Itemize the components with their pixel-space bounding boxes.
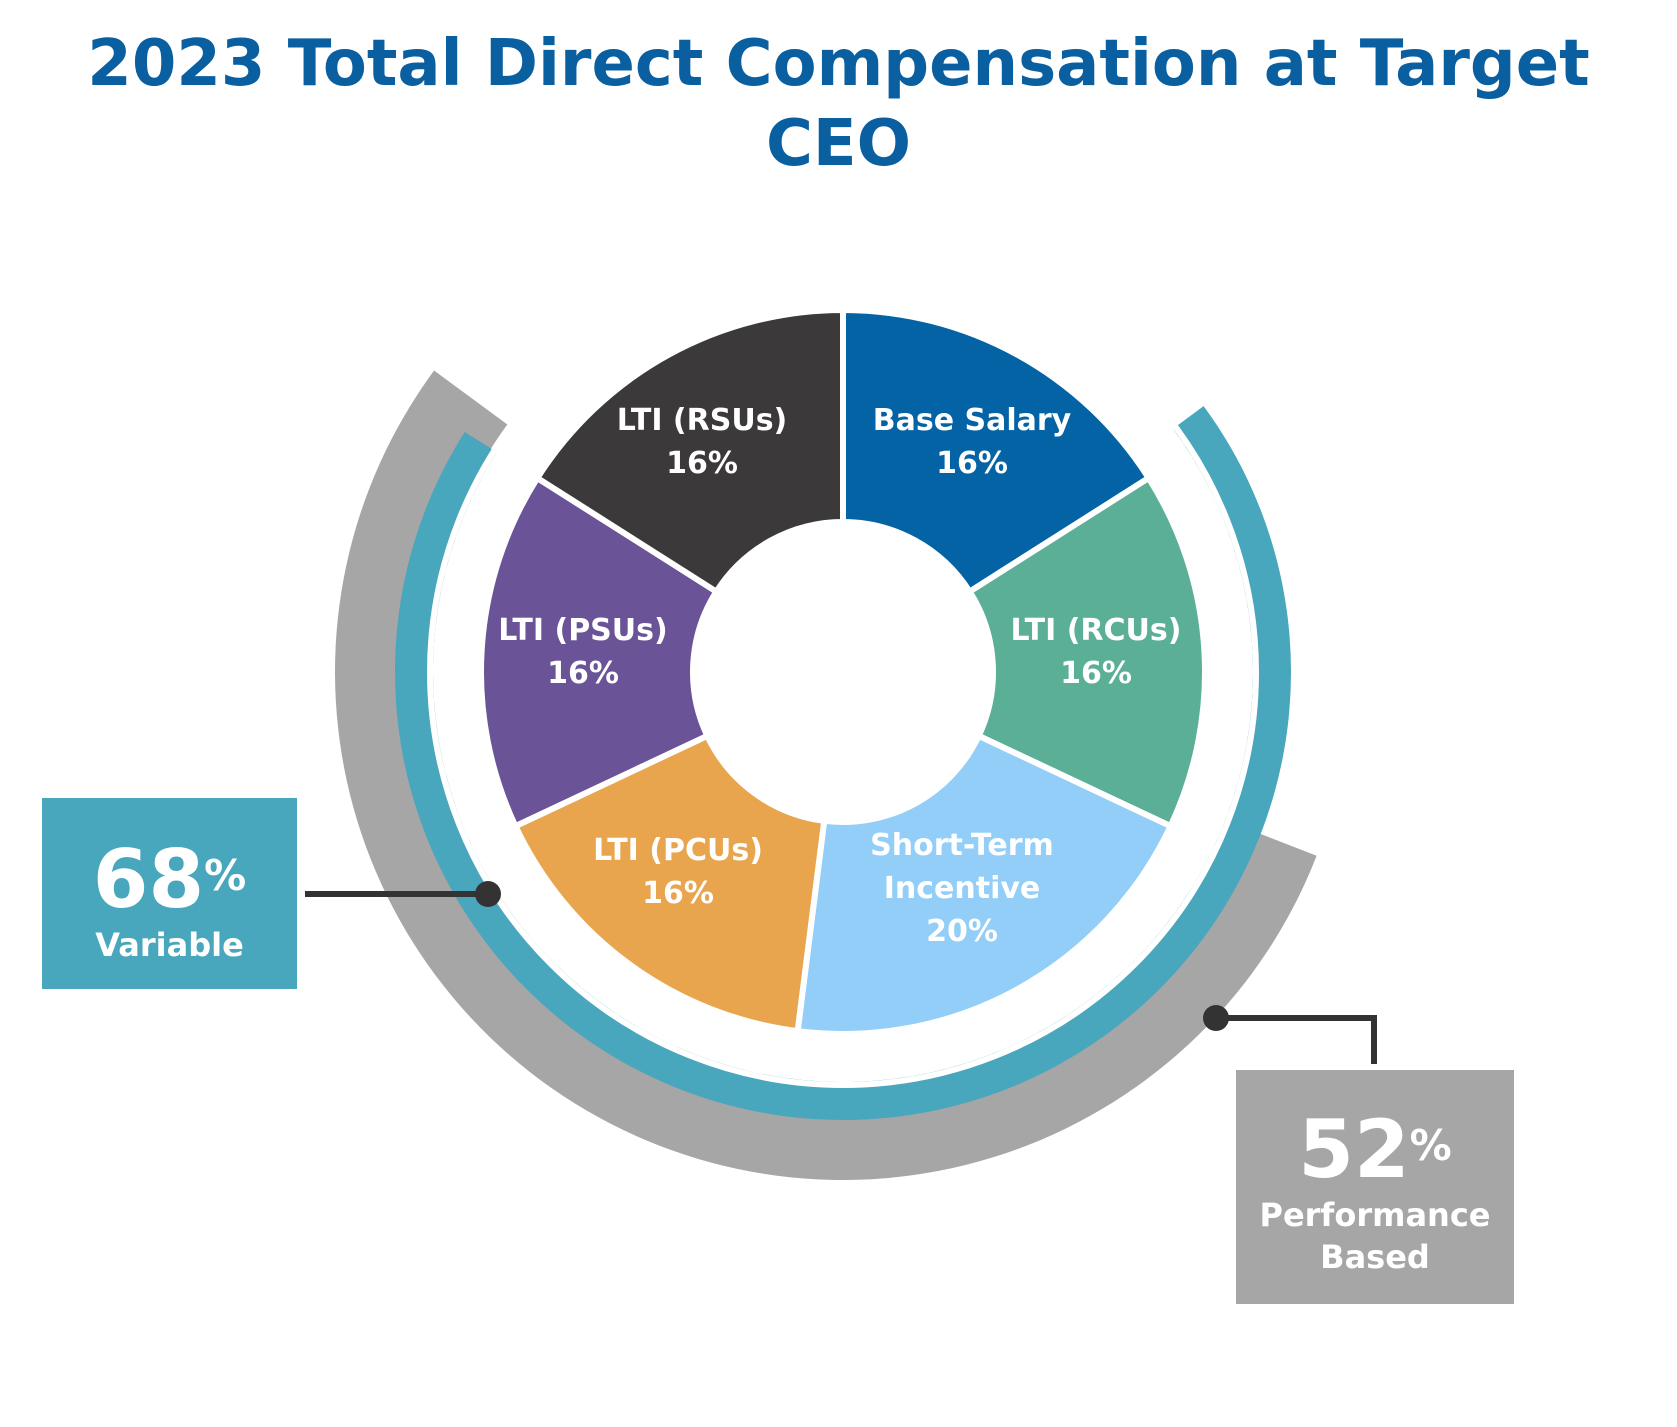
slice-lti-rsus [533,306,846,596]
variable-callout: 68% Variable [42,798,297,989]
slice-value-label: 16% [666,446,738,481]
slice-lti-rcus [965,473,1209,831]
slice-base-salary [840,306,1153,596]
slice-category-label: Base Salary [873,403,1072,438]
performance-callout: 52% Performance Based [1236,1070,1514,1304]
slice-lti-psus [478,473,721,831]
slice-value-label: 16% [642,876,714,911]
slice-lti-pcus [511,731,828,1035]
variable-connector-dot [475,881,501,907]
callout-connectors [305,881,1377,1064]
compensation-slices [478,306,1209,1038]
chart-title-line2: CEO [765,107,912,181]
performance-based-ring [334,370,1317,1181]
ring-separator [427,256,1259,1088]
slice-value-label: 16% [936,446,1008,481]
variable-ring [395,256,1291,1121]
chart-title-line1: 2023 Total Direct Compensation at Target [87,27,1590,101]
performance-ring-arc [334,370,1317,1181]
slice-short-term-incentive [794,731,1175,1038]
slice-category-label: LTI (RSUs) [617,403,788,438]
performance-connector-dot [1203,1005,1229,1031]
slice-category-label: LTI (PSUs) [498,613,667,648]
slice-labels: Base Salary 16% LTI (RCUs) 16% Short-Term Inc… [498,403,1181,949]
slice-category-label: LTI (PCUs) [593,833,763,868]
performance-percent: 52% [1298,1103,1452,1196]
performance-label-line2: Based [1320,1238,1430,1276]
slice-category-label: LTI (RCUs) [1011,613,1182,648]
performance-connector-line [1216,1015,1377,1064]
slice-category-label: Short-Term [870,828,1054,863]
slice-category-label: Incentive [884,871,1041,906]
slice-value-label: 16% [547,656,619,691]
slice-value-label: 16% [1060,656,1132,691]
variable-percent: 68% [92,833,247,926]
slice-value-label: 20% [926,914,998,949]
performance-label-line1: Performance [1259,1196,1491,1234]
variable-label: Variable [95,926,244,964]
